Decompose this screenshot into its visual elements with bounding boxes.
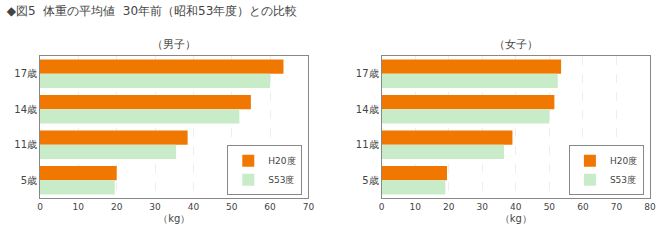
svg-text:17歳: 17歳 [356,68,379,79]
svg-text:（男子）: （男子） [152,38,196,51]
svg-text:40: 40 [188,202,200,212]
svg-text:◆図5 体重の平均値 30年前（昭和53年度）との比較: ◆図5 体重の平均値 30年前（昭和53年度）との比較 [7,4,298,18]
svg-text:（女子）: （女子） [494,38,538,51]
svg-text:14歳: 14歳 [14,104,37,115]
svg-text:17歳: 17歳 [14,68,37,79]
svg-text:S53度: S53度 [268,175,294,185]
svg-text:14歳: 14歳 [356,104,379,115]
svg-text:50: 50 [226,202,238,212]
svg-text:H20度: H20度 [268,156,295,166]
svg-text:30: 30 [477,202,489,212]
svg-text:（kg）: （kg） [500,213,532,224]
svg-text:70: 70 [303,202,315,212]
svg-text:10: 10 [73,202,85,212]
svg-text:10: 10 [409,202,421,212]
svg-text:（kg）: （kg） [158,213,190,224]
svg-text:5歳: 5歳 [362,175,378,186]
svg-text:50: 50 [544,202,556,212]
svg-text:20: 20 [443,202,455,212]
svg-text:60: 60 [577,202,589,212]
svg-text:0: 0 [379,202,385,212]
svg-text:11歳: 11歳 [14,139,37,150]
svg-text:70: 70 [611,202,623,212]
svg-text:80: 80 [644,202,656,212]
svg-text:0: 0 [37,202,43,212]
svg-text:11歳: 11歳 [356,139,379,150]
svg-text:S53度: S53度 [610,175,636,185]
svg-text:30: 30 [149,202,161,212]
svg-text:20: 20 [111,202,123,212]
svg-text:5歳: 5歳 [21,175,37,186]
svg-text:40: 40 [510,202,522,212]
svg-text:60: 60 [264,202,276,212]
svg-text:H20度: H20度 [610,156,637,166]
